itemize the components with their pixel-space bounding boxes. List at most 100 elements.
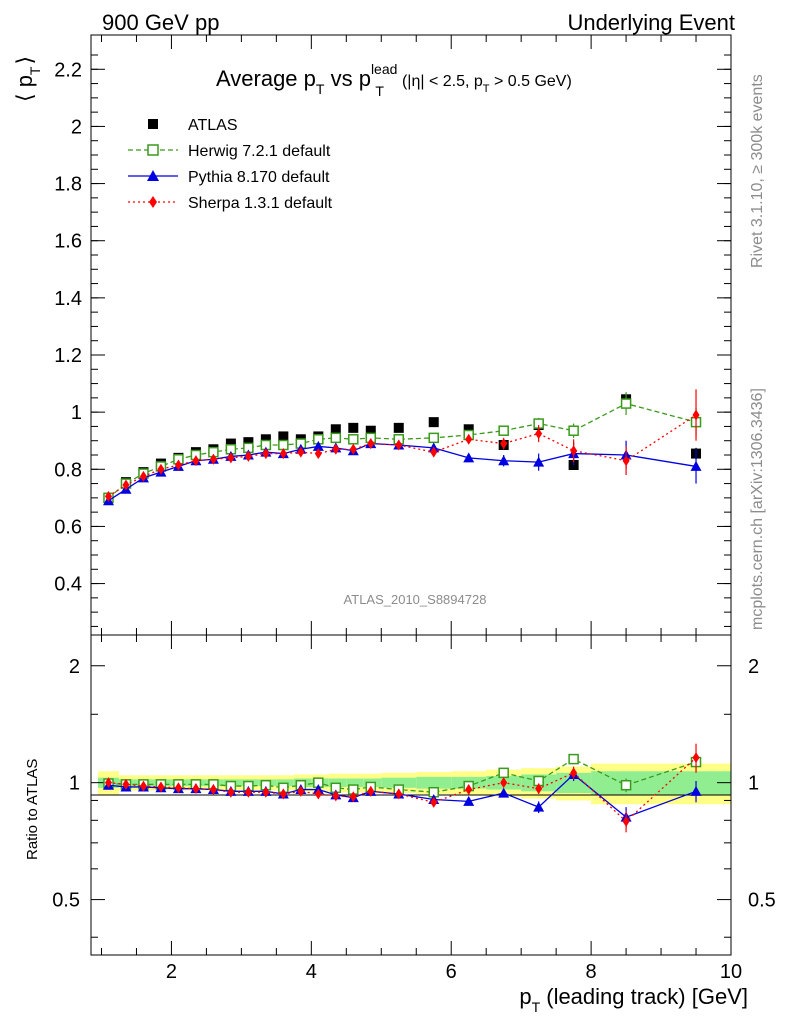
y-tick-label: 1.4: [54, 288, 82, 310]
legend-marker-atlas: [148, 119, 158, 129]
point-sherpa: [332, 443, 340, 455]
legend: ATLAS Herwig 7.2.1 default Pythia 8.170 de…: [128, 117, 333, 212]
legend-label-pythia: Pythia 8.170 default: [188, 169, 330, 186]
point-sherpa: [465, 433, 473, 445]
ratio-point-herwig: [568, 753, 579, 765]
header-left: 900 GeV pp: [102, 10, 219, 35]
ratio-point-pythia: [690, 785, 702, 796]
y-tick-label: 1.8: [54, 174, 82, 196]
legend-label-herwig: Herwig 7.2.1 default: [188, 143, 331, 160]
point-sherpa: [622, 455, 630, 467]
point-pythia: [690, 460, 702, 471]
point-sherpa: [297, 446, 305, 458]
point-sherpa: [314, 448, 322, 460]
band-inner: [381, 777, 417, 788]
plot-title: Average pT vs plead T(|η| < 2.5, pT > 0.5…: [216, 61, 572, 99]
point-sherpa: [262, 448, 270, 460]
x-tick-label: 6: [446, 961, 457, 983]
ratio-point-sherpa: [622, 815, 630, 827]
ratio-point-sherpa: [297, 785, 305, 797]
rivet-label: Rivet 3.1.10, ≥ 300k events: [749, 74, 766, 268]
x-tick-label: 8: [586, 961, 597, 983]
legend-marker-pythia: [147, 170, 159, 181]
series-line-ratio: [108, 757, 697, 823]
ratio-point-sherpa: [192, 783, 200, 795]
band-inner: [346, 778, 364, 787]
x-tick-label: 4: [306, 961, 317, 983]
legend-label-sherpa: Sherpa 1.3.1 default: [188, 195, 333, 212]
point-sherpa: [367, 438, 375, 450]
point-herwig: [428, 432, 439, 444]
point-pythia: [312, 440, 324, 451]
ratio-tick-label-right: 0.5: [748, 890, 776, 912]
point-atlas: [428, 417, 439, 428]
point-sherpa: [192, 455, 200, 467]
x-axis-label: pT (leading track) [GeV]: [519, 984, 748, 1015]
point-atlas: [348, 422, 359, 433]
point-sherpa: [122, 479, 130, 491]
ratio-point-sherpa: [570, 767, 578, 779]
ratio-point-sherpa: [174, 782, 182, 794]
ratio-point-sherpa: [157, 781, 165, 793]
point-sherpa: [430, 446, 438, 458]
point-sherpa: [349, 443, 357, 455]
point-sherpa: [209, 453, 217, 465]
band-inner: [416, 776, 452, 789]
ratio-point-pythia: [533, 801, 545, 812]
ratio-point-sherpa: [139, 780, 147, 792]
y-tick-label: 1.6: [54, 231, 82, 253]
point-herwig: [620, 398, 632, 409]
analysis-watermark: ATLAS_2010_S8894728: [344, 592, 487, 607]
ratio-point-sherpa: [279, 788, 287, 800]
point-atlas: [393, 422, 404, 433]
mcplots-label: mcplots.cern.ch [arXiv:1306.3436]: [749, 388, 766, 630]
point-herwig: [330, 432, 342, 444]
point-atlas: [330, 424, 341, 435]
y-tick-label: 0.8: [54, 459, 82, 481]
x-tick-label: 10: [720, 961, 742, 983]
point-pythia: [533, 456, 545, 467]
ratio-point-sherpa: [314, 788, 322, 800]
ratio-tick-label-left: 1: [69, 773, 80, 795]
ratio-point-sherpa: [500, 777, 508, 789]
ratio-point-sherpa: [535, 783, 543, 795]
ratio-point-sherpa: [430, 796, 438, 808]
point-sherpa: [157, 463, 165, 475]
ratio-point-sherpa: [465, 784, 473, 796]
legend-label-atlas: ATLAS: [188, 117, 238, 134]
main-frame: [90, 34, 732, 636]
point-atlas: [463, 424, 474, 435]
y-axis-label-ratio: Ratio to ATLAS: [24, 759, 41, 860]
point-sherpa: [279, 448, 287, 460]
point-atlas: [278, 431, 289, 442]
series-sherpa: [104, 389, 700, 833]
ratio-tick-label-right: 1: [748, 773, 759, 795]
point-sherpa: [244, 450, 252, 462]
y-tick-label: 2.2: [54, 59, 82, 81]
point-herwig: [498, 425, 509, 436]
ratio-point-sherpa: [367, 785, 375, 797]
point-sherpa: [227, 452, 235, 464]
point-sherpa: [174, 459, 182, 471]
axis-ticks: 2 4 6 8 10 0.4 0.6 0.8 1 1.2 1.4 1.6 1.8 2 2.2 0.5 0.5 1 1…: [52, 35, 776, 983]
point-atlas: [225, 438, 236, 449]
ratio-point-sherpa: [244, 786, 252, 798]
ratio-point-sherpa: [349, 791, 357, 803]
ratio-tick-label-left: 2: [69, 656, 80, 678]
point-sherpa: [139, 470, 147, 482]
ratio-point-sherpa: [122, 778, 130, 790]
point-sherpa: [104, 490, 112, 502]
y-tick-label: 0.4: [54, 574, 82, 596]
y-tick-label: 0.6: [54, 516, 82, 538]
ratio-point-sherpa: [209, 784, 217, 796]
point-pythia: [498, 455, 510, 466]
point-pythia: [463, 452, 475, 463]
data-series: [102, 389, 702, 833]
point-sherpa: [395, 439, 403, 451]
legend-marker-sherpa: [149, 196, 157, 208]
point-atlas: [365, 425, 376, 436]
ratio-point-pythia: [498, 787, 510, 798]
point-herwig: [568, 425, 579, 436]
y-tick-label: 1.2: [54, 345, 82, 367]
